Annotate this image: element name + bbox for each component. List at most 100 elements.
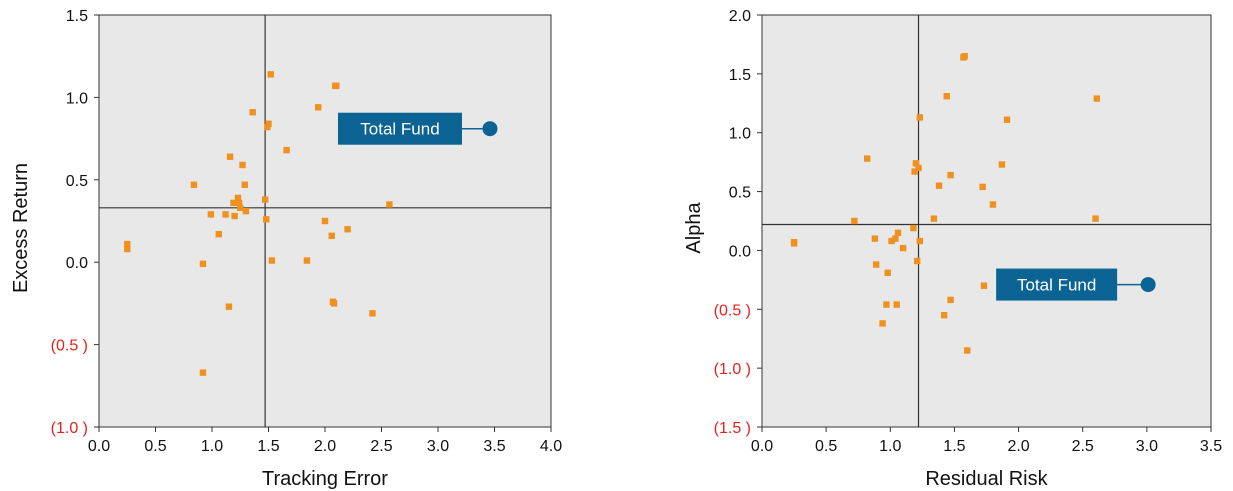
y-tick-label: 1.0 [66, 90, 88, 107]
peer-fund-point [947, 171, 954, 179]
alpha-vs-residual-risk-chart: 0.0 0.5 1.0 1.5 2.0 2.5 3.0 3.52.01.51.00.50.0(… [683, 8, 1222, 490]
peer-fund-point [315, 104, 322, 111]
peer-fund-point [989, 201, 997, 208]
y-axis-title: Excess Return [10, 163, 32, 293]
y-axis-title: Alpha [683, 202, 705, 254]
peer-fund-point [894, 229, 902, 236]
peer-fund-point [961, 53, 968, 60]
peer-fund-point [207, 211, 215, 218]
y-tick-label: (1.5 ) [714, 420, 751, 437]
peer-fund-point [190, 181, 198, 188]
peer-fund-point [872, 261, 880, 268]
peer-fund-point [303, 257, 311, 264]
x-tick-label: 0.5 [144, 438, 166, 455]
x-tick-label: 1.0 [879, 438, 901, 455]
peer-fund-point [268, 257, 276, 264]
y-tick-label: 1.5 [729, 67, 751, 84]
peer-fund-point [916, 114, 923, 121]
peer-fund-point [124, 245, 131, 253]
y-tick-label: 2.0 [729, 8, 751, 25]
peer-fund-point [215, 230, 222, 238]
peer-fund-point [283, 146, 290, 154]
x-tick-label: 1.5 [943, 438, 965, 455]
peer-fund-point [369, 310, 376, 317]
peer-fund-point [231, 212, 238, 220]
y-tick-label: 0.5 [66, 173, 88, 190]
peer-fund-point [911, 168, 918, 175]
y-tick-label: (1.0 ) [714, 361, 751, 378]
peer-fund-point [242, 207, 250, 215]
peer-fund-point [199, 260, 207, 268]
peer-fund-point [964, 347, 971, 354]
peer-fund-point [935, 182, 943, 189]
peer-fund-point [888, 237, 895, 245]
peer-fund-point [267, 71, 274, 78]
x-tick-label: 4.0 [540, 438, 562, 455]
x-tick-label: 3.5 [483, 438, 505, 455]
peer-fund-point [912, 160, 920, 167]
total-fund-callout-label: Total Fund [360, 120, 439, 139]
total-fund-callout [337, 112, 462, 145]
peer-fund-point [333, 82, 340, 90]
y-tick-label: (0.5 ) [51, 338, 88, 355]
peer-fund-point [261, 196, 269, 203]
peer-fund-point [892, 235, 899, 242]
x-tick-label: 2.5 [1072, 438, 1094, 455]
x-tick-label: 1.0 [201, 438, 223, 455]
y-tick-label: 0.0 [729, 243, 751, 260]
peer-fund-point [264, 123, 271, 131]
peer-fund-point [871, 235, 879, 242]
plot-area [761, 14, 1212, 428]
y-tick-label: 1.0 [729, 126, 751, 143]
peer-fund-point [344, 226, 351, 233]
y-tick-label: (0.5 ) [714, 302, 751, 319]
peer-fund-point [330, 300, 338, 307]
peer-fund-point [239, 161, 246, 169]
peer-fund-point [915, 164, 922, 172]
x-tick-label: 3.0 [427, 438, 449, 455]
y-tick-label: (1.0 ) [51, 420, 88, 437]
peer-fund-point [241, 181, 248, 188]
peer-fund-point [263, 216, 270, 223]
peer-fund-point [899, 244, 907, 252]
peer-fund-point [237, 204, 244, 212]
x-tick-label: 2.5 [370, 438, 392, 455]
x-tick-label: 2.0 [1007, 438, 1029, 455]
x-tick-label: 0.5 [815, 438, 837, 455]
peer-fund-point [914, 257, 921, 265]
peer-fund-point [980, 282, 988, 289]
peer-fund-point [884, 269, 891, 276]
peer-fund-point [930, 215, 938, 222]
x-tick-label: 0.0 [751, 438, 773, 455]
peer-fund-point [883, 301, 890, 308]
peer-fund-point [226, 153, 234, 160]
peer-fund-point [230, 199, 237, 207]
x-tick-label: 1.5 [257, 438, 279, 455]
peer-fund-point [249, 109, 256, 116]
peer-fund-point [234, 194, 242, 202]
peer-fund-point [940, 311, 948, 319]
peer-fund-point [321, 217, 329, 225]
peer-fund-point [863, 155, 871, 162]
peer-fund-point [893, 301, 900, 308]
peer-fund-point [199, 369, 207, 376]
peer-fund-point [386, 201, 393, 208]
peer-fund-point [998, 161, 1006, 168]
peer-fund-point [979, 183, 986, 191]
peer-fund-point [943, 93, 950, 100]
peer-fund-point [910, 224, 917, 232]
x-tick-label: 3.0 [1136, 438, 1158, 455]
y-tick-label: 1.5 [66, 8, 88, 25]
peer-fund-point [1092, 215, 1099, 222]
y-tick-label: 0.5 [729, 185, 751, 202]
peer-fund-point [851, 217, 858, 225]
peer-fund-point [265, 120, 272, 127]
peer-fund-point [328, 232, 335, 240]
x-tick-label: 2.0 [314, 438, 336, 455]
peer-fund-point [947, 296, 954, 304]
x-tick-label: 0.0 [88, 438, 110, 455]
x-tick-label: 3.5 [1200, 438, 1222, 455]
total-fund-callout [996, 268, 1118, 301]
peer-fund-point [222, 211, 229, 218]
